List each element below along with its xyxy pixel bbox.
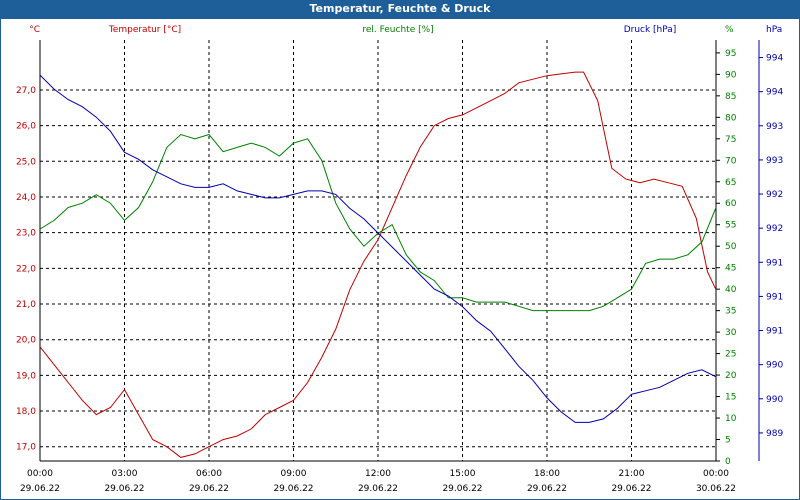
x-tick-time: 15:00 [450,469,476,479]
axes [39,40,763,462]
temperature-tick-label: 24,0 [16,193,36,203]
x-tick-time: 06:00 [196,469,222,479]
humidity-tick-label: 70 [725,156,737,166]
humidity-tick-label: 65 [725,178,736,188]
x-tick-date: 29.06.22 [358,484,398,494]
humidity-tick-label: 40 [725,285,737,295]
x-tick-date: 29.06.22 [527,484,567,494]
humidity-axis-title: rel. Feuchte [%] [362,25,433,35]
pressure-series-line [39,74,717,423]
axis-labels: 00:00 29.06.22 03:00 29.06.22 06:00 29.06.22 0… [16,25,783,494]
x-tick-date: 30.06.22 [696,484,736,494]
humidity-tick-label: 95 [725,49,736,59]
humidity-tick-label: 85 [725,92,736,102]
humidity-tick-label: 55 [725,221,736,231]
pressure-tick-label: 991 [766,292,783,302]
series-lines [39,71,717,458]
pressure-tick-label: 990 [766,395,783,405]
x-tick-date: 29.06.22 [20,484,60,494]
humidity-tick-label: 90 [725,70,737,80]
humidity-tick-label: 20 [725,371,737,381]
x-tick-time: 12:00 [365,469,391,479]
x-tick-date: 29.06.22 [104,484,144,494]
humidity-tick-label: 0 [725,457,731,467]
x-tick-date: 29.06.22 [611,484,651,494]
temperature-tick-label: 19,0 [16,371,36,381]
humidity-tick-label: 5 [725,436,731,446]
pressure-tick-label: 993 [766,156,783,166]
temperature-tick-label: 22,0 [16,264,36,274]
temperature-axis-title: Temperatur [°C] [108,25,181,35]
pressure-tick-label: 992 [766,224,783,234]
x-tick-time: 00:00 [27,469,53,479]
pressure-tick-label: 993 [766,122,783,132]
temperature-tick-label: 27,0 [16,86,36,96]
temperature-series-line [39,71,717,458]
pressure-tick-label: 990 [766,361,783,371]
pressure-axis-title: Druck [hPa] [624,25,677,35]
temperature-tick-label: 26,0 [16,122,36,132]
temperature-tick-label: 17,0 [16,443,36,453]
humidity-tick-label: 35 [725,307,736,317]
humidity-tick-label: 25 [725,350,736,360]
grid-lines [40,40,716,461]
pressure-unit: hPa [766,25,782,35]
pressure-tick-label: 991 [766,327,783,337]
x-tick-time: 18:00 [534,469,560,479]
pressure-tick-label: 992 [766,190,783,200]
x-tick-time: 21:00 [619,469,645,479]
temperature-tick-label: 23,0 [16,229,36,239]
temperature-tick-label: 25,0 [16,157,36,167]
chart-title: Temperatur, Feuchte & Druck [0,0,800,18]
pressure-tick-label: 991 [766,258,783,268]
x-tick-date: 29.06.22 [189,484,229,494]
humidity-unit: % [725,25,734,35]
humidity-tick-label: 50 [725,242,737,252]
humidity-tick-label: 15 [725,393,736,403]
x-tick-date: 29.06.22 [442,484,482,494]
x-tick-time: 09:00 [281,469,307,479]
temperature-tick-label: 21,0 [16,300,36,310]
temperature-unit: °C [29,25,40,35]
x-tick-time: 00:00 [703,469,729,479]
humidity-tick-label: 30 [725,328,737,338]
pressure-tick-label: 989 [766,429,783,439]
temperature-tick-label: 20,0 [16,336,36,346]
humidity-tick-label: 10 [725,414,737,424]
pressure-tick-label: 994 [766,88,783,98]
pressure-tick-label: 994 [766,54,783,64]
x-tick-time: 03:00 [112,469,138,479]
humidity-tick-label: 80 [725,113,737,123]
humidity-tick-label: 60 [725,199,737,209]
humidity-tick-label: 45 [725,264,736,274]
temperature-tick-label: 18,0 [16,407,36,417]
x-tick-date: 29.06.22 [273,484,313,494]
humidity-tick-label: 75 [725,135,736,145]
